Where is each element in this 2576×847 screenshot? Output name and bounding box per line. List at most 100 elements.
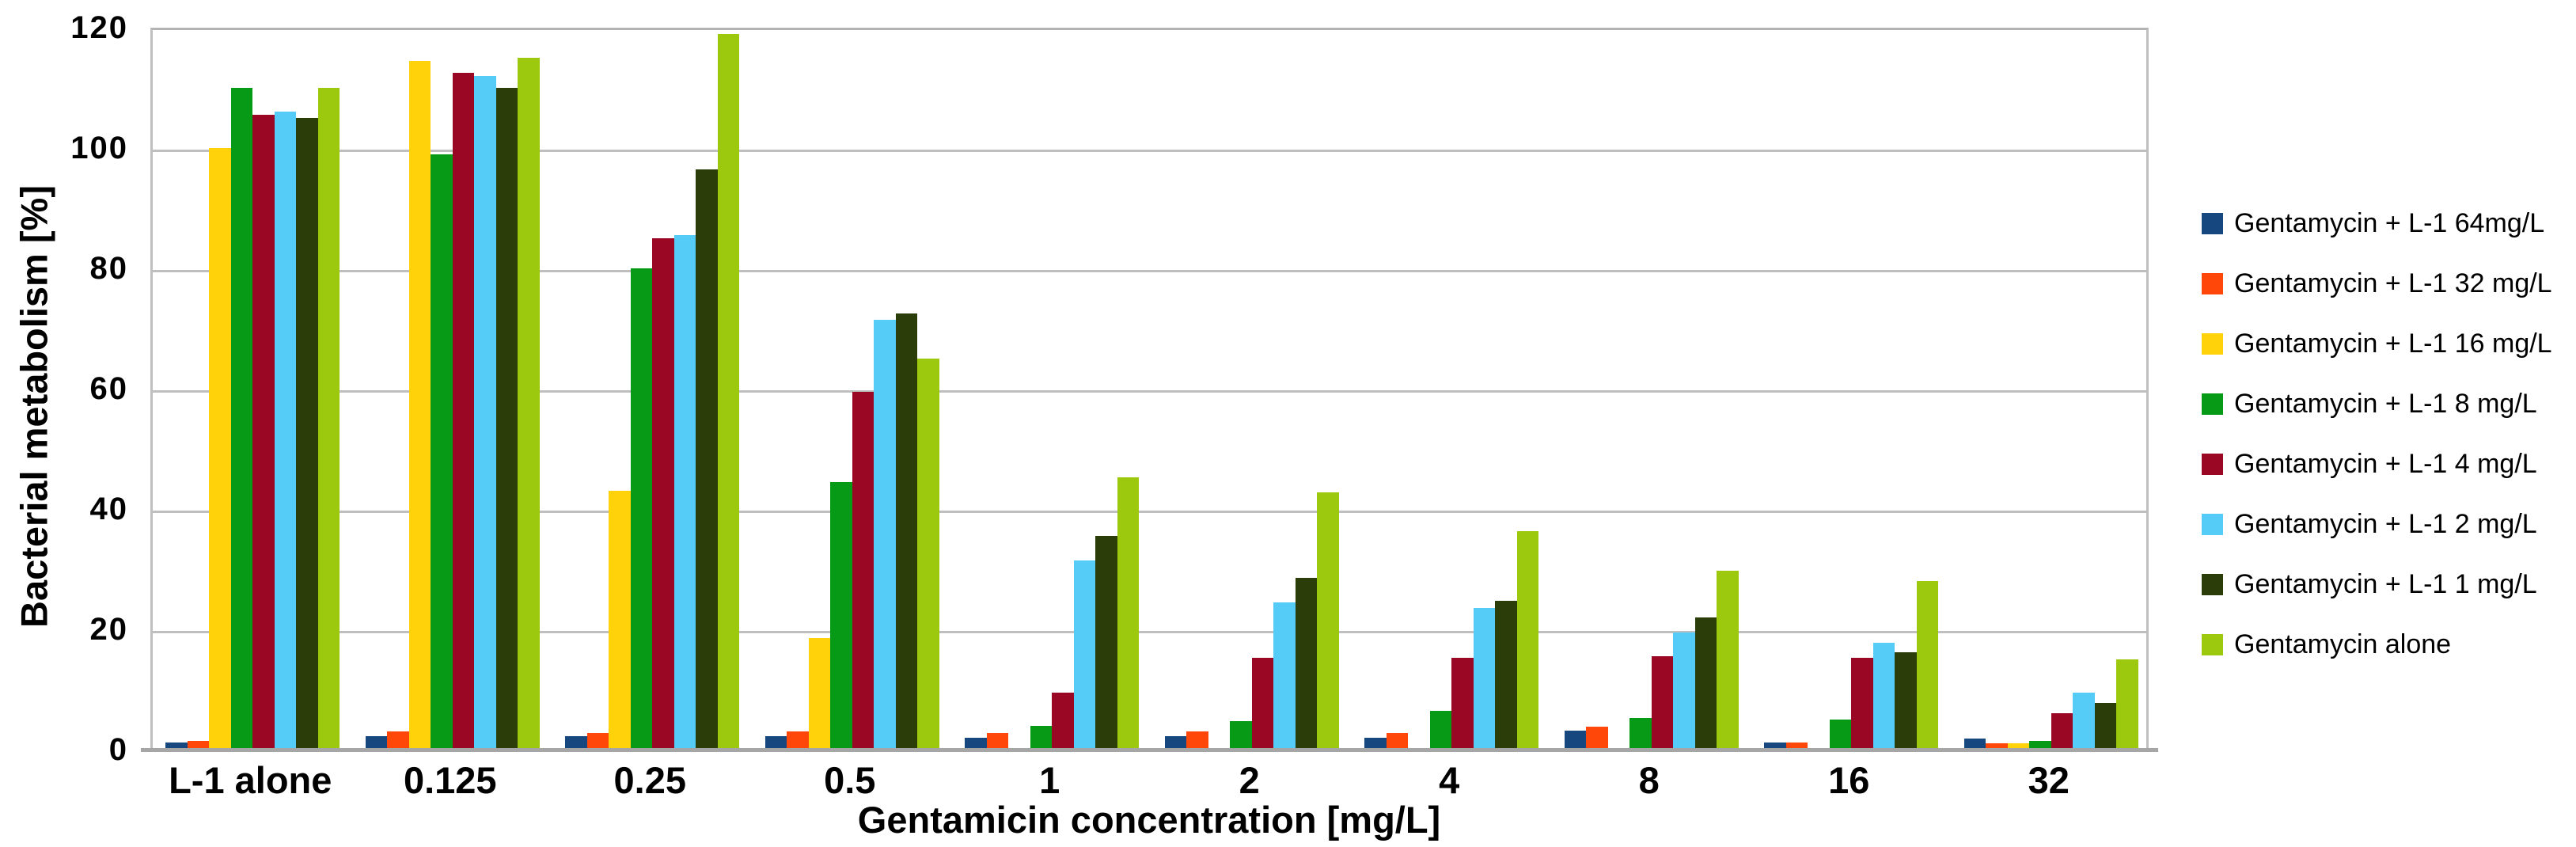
legend-label: Gentamycin + L-1 32 mg/L — [2234, 268, 2552, 298]
bar-l-1-alone-s7 — [317, 88, 340, 750]
bar-0.25-s4 — [652, 238, 674, 750]
bar-16-s0 — [1764, 742, 1786, 750]
legend-item-s5: Gentamycin + L-1 2 mg/L — [2202, 508, 2537, 540]
bar-32-s5 — [2073, 692, 2095, 750]
bar-4-s0 — [1364, 737, 1387, 750]
bar-0.125-s2 — [408, 60, 431, 750]
bar-1-s4 — [1052, 692, 1074, 750]
legend-item-s3: Gentamycin + L-1 8 mg/L — [2202, 388, 2537, 420]
bar-1-s7 — [1117, 477, 1140, 750]
y-tick-label-60: 60 — [89, 371, 128, 406]
bar-1-s0 — [965, 737, 987, 750]
bar-0.25-s2 — [609, 491, 631, 750]
bar-l-1-alone-s6 — [296, 118, 318, 750]
gridline-y-80 — [153, 270, 2146, 272]
x-tick-label-0.125: 0.125 — [403, 759, 497, 801]
legend-swatch-icon — [2202, 393, 2223, 415]
gridline-y-20 — [153, 631, 2146, 633]
x-tick-label-0.5: 0.5 — [824, 759, 876, 801]
bar-l-1-alone-s0 — [165, 742, 188, 750]
y-tick-label-40: 40 — [89, 492, 128, 526]
bar-0.125-s4 — [452, 73, 475, 750]
legend-label: Gentamycin alone — [2234, 629, 2452, 659]
gridline-y-40 — [153, 511, 2146, 513]
bar-32-s0 — [1963, 739, 1986, 750]
bar-2-s4 — [1251, 658, 1274, 750]
bar-16-s5 — [1872, 642, 1895, 750]
bar-0.125-s5 — [474, 75, 496, 750]
legend-label: Gentamycin + L-1 64mg/L — [2234, 207, 2545, 238]
bar-32-s6 — [2094, 702, 2117, 750]
bar-32-s2 — [2007, 743, 2030, 750]
bar-16-s4 — [1851, 658, 1873, 750]
x-tick-label-8: 8 — [1638, 759, 1660, 801]
bar-1-s5 — [1073, 560, 1096, 750]
x-axis-title: Gentamicin concentration [mg/L] — [857, 799, 1441, 841]
bar-l-1-alone-s1 — [187, 740, 210, 750]
legend-label: Gentamycin + L-1 2 mg/L — [2234, 508, 2537, 539]
bar-2-s6 — [1295, 578, 1318, 750]
x-axis-line — [141, 748, 2158, 752]
bar-32-s7 — [2116, 659, 2138, 750]
x-tick-label-2: 2 — [1239, 759, 1260, 801]
bar-l-1-alone-s2 — [209, 148, 231, 750]
legend-label: Gentamycin + L-1 16 mg/L — [2234, 328, 2552, 359]
bar-l-1-alone-s3 — [230, 88, 253, 750]
bar-16-s1 — [1785, 742, 1808, 750]
y-tick-label-80: 80 — [89, 251, 128, 286]
legend-swatch-icon — [2202, 332, 2223, 355]
bar-0.5-s4 — [852, 391, 874, 750]
legend-item-s2: Gentamycin + L-1 16 mg/L — [2202, 328, 2552, 359]
bar-16-s6 — [1895, 651, 1917, 750]
bar-0.25-s3 — [630, 268, 653, 750]
legend-item-s0: Gentamycin + L-1 64mg/L — [2202, 207, 2544, 239]
legend-item-s6: Gentamycin + L-1 1 mg/L — [2202, 568, 2537, 600]
bar-l-1-alone-s4 — [252, 115, 275, 750]
y-tick-label-100: 100 — [70, 131, 128, 165]
x-tick-label-4: 4 — [1439, 759, 1460, 801]
legend-label: Gentamycin + L-1 4 mg/L — [2234, 448, 2537, 479]
legend-swatch-icon — [2202, 453, 2223, 475]
bar-0.5-s2 — [808, 638, 831, 750]
bar-4-s4 — [1451, 658, 1474, 750]
bar-32-s1 — [1986, 743, 2008, 750]
bar-8-s1 — [1586, 727, 1608, 750]
bar-8-s5 — [1673, 632, 1695, 750]
y-tick-label-120: 120 — [70, 10, 128, 45]
gridline-y-100 — [153, 150, 2146, 152]
x-tick-label-32: 32 — [2028, 759, 2070, 801]
legend-label: Gentamycin + L-1 8 mg/L — [2234, 388, 2537, 419]
y-tick-label-20: 20 — [89, 612, 128, 647]
bar-0.5-s1 — [787, 731, 809, 750]
bar-4-s3 — [1429, 710, 1452, 750]
legend-swatch-icon — [2202, 272, 2223, 294]
bar-2-s1 — [1186, 731, 1208, 750]
bar-8-s6 — [1694, 617, 1717, 750]
legend-swatch-icon — [2202, 573, 2223, 595]
bar-2-s0 — [1164, 736, 1187, 750]
legend-item-s7: Gentamycin alone — [2202, 629, 2451, 660]
bar-2-s5 — [1273, 602, 1296, 750]
gridline-y-60 — [153, 390, 2146, 393]
bar-32-s4 — [2051, 713, 2073, 750]
bar-4-s7 — [1516, 531, 1539, 750]
bar-0.125-s6 — [495, 88, 518, 750]
bar-4-s6 — [1495, 601, 1517, 750]
bar-1-s3 — [1030, 725, 1053, 750]
bar-8-s3 — [1629, 718, 1652, 750]
bar-0.5-s7 — [917, 359, 939, 750]
bar-1-s6 — [1095, 536, 1117, 750]
bar-0.125-s1 — [387, 731, 409, 750]
legend-item-s1: Gentamycin + L-1 32 mg/L — [2202, 268, 2552, 299]
x-tick-label-16: 16 — [1828, 759, 1870, 801]
x-tick-label-0.25: 0.25 — [613, 759, 686, 801]
legend-swatch-icon — [2202, 513, 2223, 535]
bar-32-s3 — [2029, 740, 2051, 750]
legend-swatch-icon — [2202, 212, 2223, 234]
bar-1-s1 — [986, 732, 1009, 750]
bar-0.25-s5 — [673, 235, 696, 750]
x-tick-label-l-1-alone: L-1 alone — [169, 759, 332, 801]
bar-0.5-s3 — [830, 481, 852, 750]
bar-16-s3 — [1829, 720, 1852, 750]
